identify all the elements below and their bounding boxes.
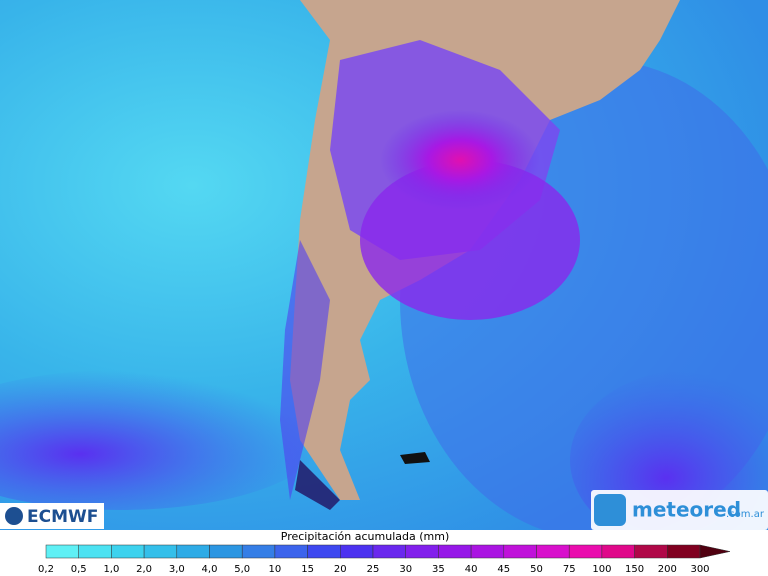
scale-swatch: [470, 544, 505, 559]
rain-field: [280, 240, 330, 500]
scale-swatch: [536, 544, 570, 559]
scale-swatch: [372, 544, 406, 559]
scale-label: 30: [399, 564, 412, 575]
scale-label: 15: [301, 564, 314, 575]
scale-swatch: [209, 544, 243, 559]
islands: [400, 452, 430, 464]
scale-label: 25: [367, 564, 380, 575]
scale-label: 4,0: [202, 564, 218, 575]
scale-label: 0,5: [71, 564, 87, 575]
scale-swatch: [634, 544, 668, 559]
scale-swatch: [143, 544, 178, 559]
scale-label: 10: [269, 564, 282, 575]
scale-label: 200: [658, 564, 677, 575]
scale-label: 50: [530, 564, 543, 575]
scale-swatch: [667, 544, 701, 559]
scale-label: 0,2: [38, 564, 54, 575]
meteored-logo-box: [591, 490, 768, 530]
scale-label: 5,0: [234, 564, 250, 575]
scale-swatch: [307, 544, 341, 559]
color-scale: 0,2 0,5 1,0 2,0 3,0 4,0 5,0 10 15 20 25 30 35 40 45 50 7…: [38, 544, 731, 575]
scale-label: 35: [432, 564, 445, 575]
scale-label: 300: [690, 564, 709, 575]
scale-swatch: [176, 544, 210, 559]
scale-swatch: [241, 544, 276, 559]
scale-swatch: [405, 544, 439, 559]
scale-label: 40: [465, 564, 478, 575]
scale-swatch: [340, 544, 374, 559]
coast: [295, 460, 340, 510]
scale-label: 3,0: [169, 564, 185, 575]
scale-swatch: [274, 544, 308, 559]
scale-label: 20: [334, 564, 347, 575]
scale-swatch: [503, 544, 537, 559]
scale-arrow: [699, 544, 731, 559]
scale-swatch: [111, 544, 145, 559]
scale-label: 75: [563, 564, 576, 575]
legend-title: Precipitación acumulada (mm): [281, 530, 449, 543]
ecmwf-icon: [5, 507, 23, 525]
scale-label: 1,0: [103, 564, 119, 575]
scale-swatch: [568, 544, 603, 559]
rain-field: [0, 370, 320, 510]
scale-label: 2,0: [136, 564, 152, 575]
scale-label: 150: [625, 564, 644, 575]
scale-swatch: [438, 544, 472, 559]
meteored-domain: .com.ar: [726, 509, 765, 520]
scale-swatch: [78, 544, 112, 559]
meteored-logo: meteored: [632, 498, 741, 522]
scale-label: 45: [497, 564, 510, 575]
scale-swatch: [45, 544, 79, 559]
scale-label: 100: [592, 564, 611, 575]
rain-core: [380, 110, 540, 210]
ecmwf-logo: ECMWF: [27, 507, 98, 527]
scale-swatch: [601, 544, 635, 559]
meteored-icon: [594, 494, 626, 526]
